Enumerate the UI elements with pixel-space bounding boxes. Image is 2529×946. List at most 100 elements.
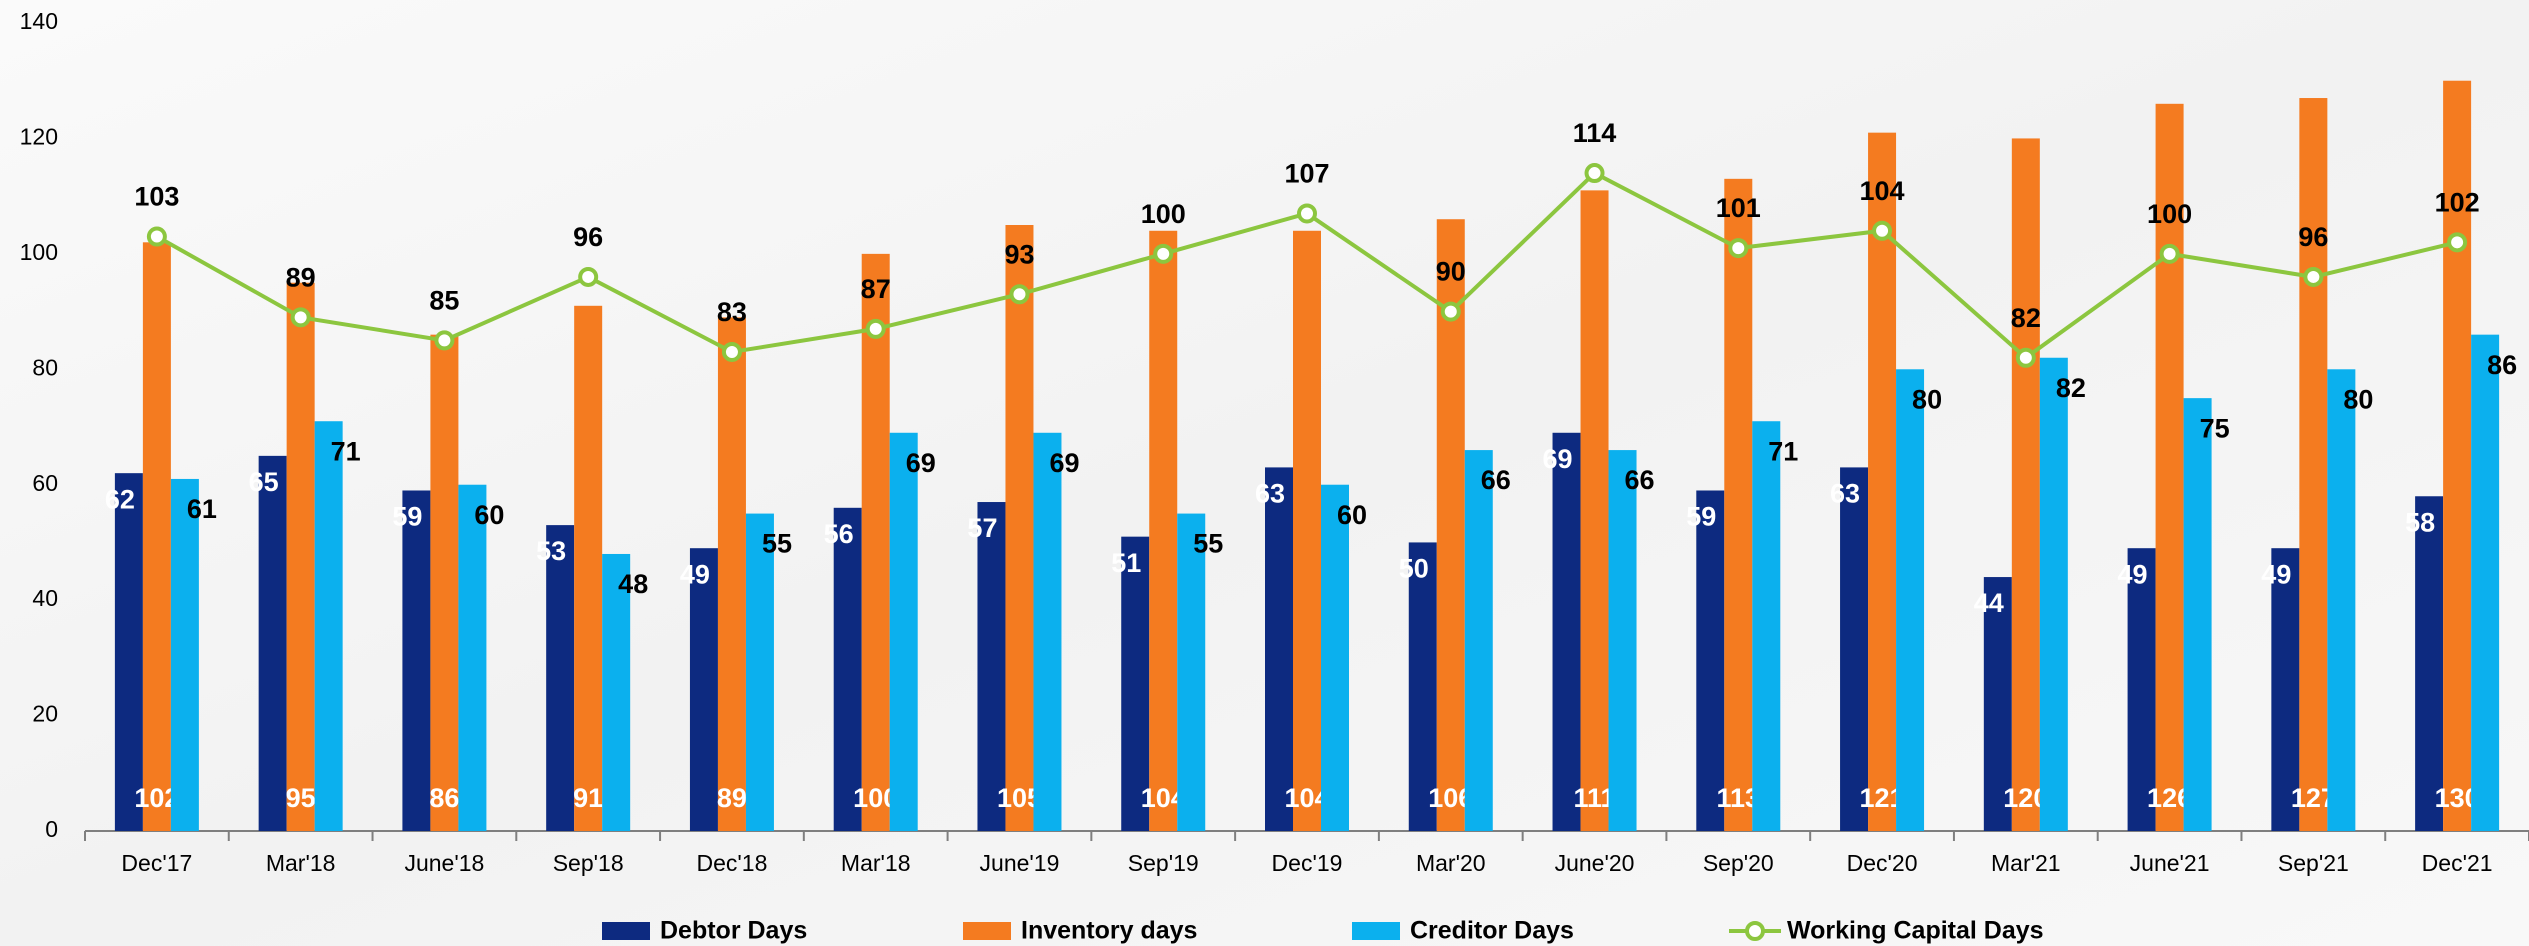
bar <box>1293 230 1321 831</box>
line-marker <box>1584 163 1605 184</box>
data-label: 91 <box>573 783 603 813</box>
data-label: 107 <box>1284 159 1329 189</box>
bar <box>258 455 287 831</box>
data-label: 62 <box>105 484 135 514</box>
data-label: 103 <box>134 182 179 212</box>
line-marker <box>434 330 455 351</box>
bar <box>1005 225 1034 831</box>
data-label: 66 <box>1481 465 1511 495</box>
x-tick-label: Mar'18 <box>266 850 336 876</box>
bar <box>2155 103 2184 832</box>
legend-label: Inventory days <box>1021 917 1197 945</box>
data-label: 82 <box>2011 303 2041 333</box>
data-label: 85 <box>429 286 459 316</box>
data-label: 59 <box>1686 502 1716 532</box>
legend-swatch <box>1352 922 1400 940</box>
data-label: 83 <box>717 297 747 327</box>
data-label: 57 <box>967 513 997 543</box>
data-label: 89 <box>286 262 316 292</box>
data-label: 51 <box>1111 548 1141 578</box>
x-tick-label: Mar'21 <box>1991 850 2061 876</box>
x-tick-label: June'18 <box>404 850 484 876</box>
data-label: 55 <box>1193 529 1223 559</box>
bar <box>889 432 918 831</box>
bar <box>689 548 718 831</box>
data-label: 53 <box>536 536 566 566</box>
bar <box>1121 536 1150 831</box>
line-marker <box>2015 347 2036 368</box>
data-label: 95 <box>286 783 316 813</box>
data-label: 100 <box>2147 199 2192 229</box>
data-label: 48 <box>618 569 648 599</box>
data-label: 96 <box>573 222 603 252</box>
legend-label: Working Capital Days <box>1787 917 2044 945</box>
bar <box>1896 369 1925 831</box>
data-label: 89 <box>717 783 747 813</box>
y-tick-label: 20 <box>32 701 58 727</box>
data-label: 101 <box>1716 193 1761 223</box>
data-label: 69 <box>1049 448 1079 478</box>
line-marker <box>1297 203 1317 224</box>
data-label: 69 <box>1542 444 1572 474</box>
x-tick-label: June'20 <box>1555 850 1635 876</box>
bar <box>2327 369 2356 831</box>
y-tick-label: 0 <box>45 816 58 842</box>
data-label: 56 <box>824 519 854 549</box>
data-label: 49 <box>680 559 710 589</box>
bar <box>2183 398 2212 831</box>
x-tick-label: Sep'20 <box>1703 850 1774 876</box>
bar <box>2471 334 2500 831</box>
bar <box>1265 467 1293 831</box>
bar <box>1408 542 1437 831</box>
bar <box>114 473 143 831</box>
data-label: 87 <box>861 274 891 304</box>
data-label: 61 <box>187 494 217 524</box>
legend-swatch <box>602 922 650 940</box>
data-label: 104 <box>1860 176 1905 206</box>
bar <box>2039 357 2068 831</box>
line-marker <box>1440 301 1461 322</box>
x-tick-label: Mar'20 <box>1416 850 1486 876</box>
x-tick-label: Sep'18 <box>553 850 624 876</box>
y-tick-label: 100 <box>20 239 58 265</box>
bar <box>1552 432 1581 831</box>
bar <box>1321 484 1349 831</box>
data-label: 60 <box>474 500 504 530</box>
bar <box>1696 490 1725 831</box>
line-marker <box>2447 232 2468 253</box>
bar <box>430 334 459 831</box>
data-label: 86 <box>429 783 459 813</box>
bar <box>977 502 1006 831</box>
data-label: 69 <box>906 448 936 478</box>
data-label: 80 <box>1912 384 1942 414</box>
bar <box>2415 496 2444 831</box>
y-tick-label: 60 <box>32 470 58 496</box>
data-label: 58 <box>2405 507 2435 537</box>
bar <box>1464 450 1493 831</box>
bar <box>286 282 315 831</box>
x-tick-label: Dec'19 <box>1272 850 1343 876</box>
bar <box>142 242 171 832</box>
x-tick-label: Dec'21 <box>2422 850 2493 876</box>
bar <box>1752 421 1781 831</box>
x-tick-label: Sep'19 <box>1128 850 1199 876</box>
data-label: 63 <box>1255 479 1285 509</box>
bar <box>1149 230 1178 831</box>
line-marker <box>2303 266 2324 287</box>
x-tick-label: Dec'17 <box>121 850 192 876</box>
legend-label: Creditor Days <box>1410 917 1574 945</box>
legend-swatch <box>963 922 1011 940</box>
bar <box>1724 178 1753 832</box>
bar <box>861 253 890 831</box>
bar <box>745 513 774 831</box>
line-marker <box>1728 238 1749 259</box>
data-label: 75 <box>2200 413 2230 443</box>
bar <box>833 507 862 831</box>
x-tick-label: Mar'18 <box>841 850 911 876</box>
bar <box>1033 432 1062 831</box>
line-marker <box>2159 243 2180 264</box>
y-tick-label: 120 <box>20 124 58 150</box>
data-label: 71 <box>331 436 361 466</box>
